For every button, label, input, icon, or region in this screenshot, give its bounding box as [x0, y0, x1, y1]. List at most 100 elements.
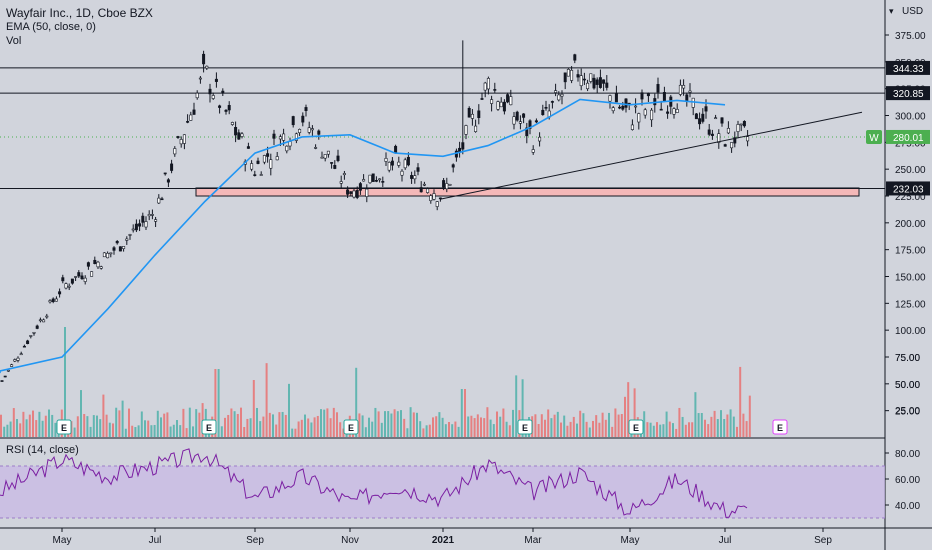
volume-bar — [166, 412, 169, 437]
volume-bar — [508, 425, 511, 437]
volume-bar — [579, 410, 582, 437]
candle-body — [662, 92, 666, 102]
volume-bar — [246, 418, 249, 437]
volume-bar — [307, 418, 310, 437]
volume-bar — [339, 422, 342, 437]
volume-bar — [403, 418, 406, 437]
volume-bar — [380, 422, 383, 437]
candle-body — [650, 109, 654, 121]
volume-bar — [185, 428, 188, 437]
volume-bar — [144, 420, 146, 437]
candle-body — [467, 107, 471, 118]
candle-body — [99, 266, 103, 269]
candle-body — [51, 298, 55, 302]
earnings-marker — [201, 419, 217, 435]
volume-bar — [272, 414, 274, 437]
candle-body — [426, 188, 430, 193]
candle-body — [701, 113, 705, 122]
candle-body — [352, 190, 356, 198]
volume-bar — [649, 422, 652, 437]
volume-bar — [156, 410, 159, 437]
volume-bar — [310, 422, 313, 437]
candle-body — [262, 155, 266, 163]
candle-body — [483, 82, 487, 91]
chart-title: Wayfair Inc., 1D, Cboe BZX — [6, 6, 153, 20]
candle-body — [518, 121, 522, 124]
earnings-marker-label: E — [522, 423, 528, 433]
price-tick-label: 25.00 — [895, 407, 920, 418]
volume-bar — [48, 409, 50, 437]
candle-body — [150, 214, 154, 216]
volume-bar — [563, 415, 566, 437]
currency-label: USD — [902, 6, 924, 17]
candle-body — [234, 127, 238, 136]
volume-bar — [12, 408, 15, 437]
volume-bar — [412, 412, 415, 437]
earnings-marker-label: E — [777, 423, 783, 433]
candle-body — [320, 156, 324, 159]
volume-bar — [576, 423, 578, 437]
volume-bar — [723, 419, 726, 437]
volume-bar — [435, 416, 438, 437]
volume-bar — [76, 416, 79, 437]
candle-body — [3, 375, 7, 378]
candle-body — [13, 359, 17, 362]
volume-bar — [313, 417, 316, 437]
volume-bar — [3, 426, 6, 437]
earnings-marker — [772, 419, 788, 435]
volume-bar — [416, 412, 418, 437]
candle-body — [698, 118, 702, 125]
candle-body — [80, 275, 84, 280]
candle-body — [461, 142, 465, 150]
candle-body — [448, 184, 452, 186]
candle-body — [58, 291, 62, 295]
volume-bar — [291, 428, 294, 437]
candle-body — [96, 261, 100, 268]
candle-body — [310, 128, 314, 131]
candle-body — [544, 107, 548, 109]
support-zone-group — [195, 187, 860, 197]
volume-bar — [400, 410, 402, 437]
volume-bar — [652, 425, 655, 437]
candle-body — [269, 159, 273, 169]
volume-bar — [80, 390, 82, 437]
volume-bar — [620, 414, 623, 437]
volume-bar — [188, 407, 191, 437]
volume-bar — [729, 409, 732, 437]
candle-body — [618, 106, 622, 109]
current-price-tag-label: 280.01 — [893, 133, 924, 144]
earnings-marker-label: E — [206, 423, 212, 433]
candle-body — [170, 163, 174, 171]
volume-bar — [681, 416, 684, 437]
volume-bar — [515, 375, 518, 437]
candle-body — [720, 117, 724, 124]
candle-body — [582, 78, 586, 81]
volume-bar — [294, 428, 297, 437]
volume-bar — [419, 421, 422, 437]
volume-bar — [592, 420, 594, 437]
level-price-tag — [886, 86, 930, 101]
candle-body — [211, 95, 215, 99]
candle-body — [381, 181, 385, 183]
candle-body — [163, 172, 167, 175]
volume-bar — [556, 411, 559, 437]
volume-bar — [595, 415, 598, 437]
candle-body — [83, 277, 87, 282]
volume-bar — [387, 411, 390, 437]
level-price-tag-label: 320.85 — [893, 89, 924, 100]
candle-body — [525, 127, 529, 137]
currency-dropdown-icon[interactable]: ▾ — [889, 6, 894, 16]
candle-body — [390, 160, 394, 166]
candle-body — [675, 109, 679, 113]
volume-bar — [483, 418, 486, 437]
volume-bar — [262, 416, 265, 437]
volume-bar — [288, 383, 290, 437]
candle-body — [682, 85, 686, 89]
volume-bar — [662, 424, 665, 437]
candle-body — [282, 133, 286, 141]
candle-body — [304, 107, 308, 111]
candle-body — [349, 191, 353, 194]
volume-bar — [489, 419, 492, 437]
volume-bar — [96, 415, 98, 437]
